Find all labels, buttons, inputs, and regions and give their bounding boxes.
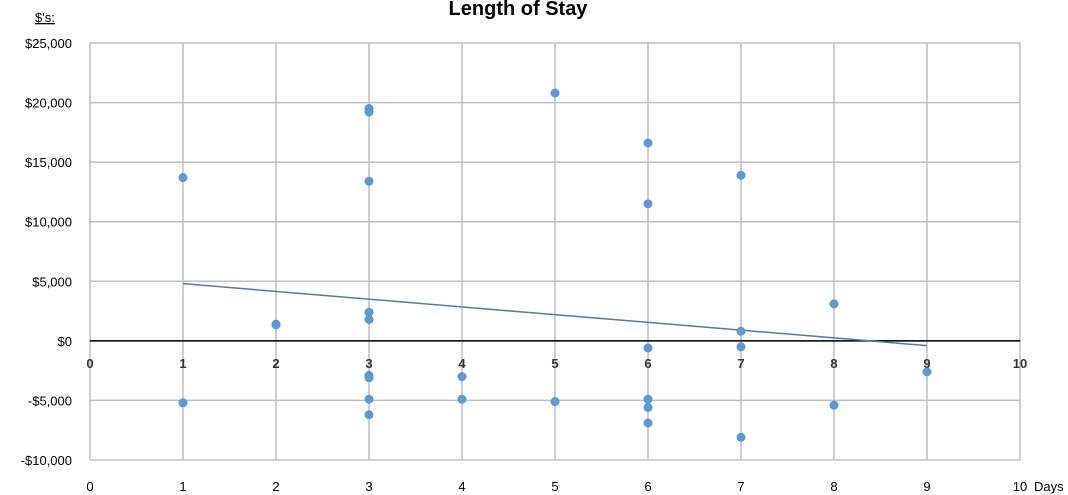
data-point (736, 432, 746, 442)
data-point (364, 176, 374, 186)
x-tick-label: 5 (551, 479, 558, 494)
y-tick-label: $10,000 (25, 215, 72, 230)
y-tick-label: -$5,000 (28, 393, 72, 408)
data-point (643, 394, 653, 404)
data-point (736, 342, 746, 352)
data-point (829, 299, 839, 309)
x-axis-mid-ticks: 0 1 2 3 4 5 6 7 8 9 10 (86, 356, 1027, 371)
data-point (457, 394, 467, 404)
data-point (271, 320, 281, 330)
data-point (364, 107, 374, 117)
data-point (550, 88, 560, 98)
data-point (364, 410, 374, 420)
data-point (643, 343, 653, 353)
y-tick-label: $15,000 (25, 155, 72, 170)
y-tick-label: $0 (58, 334, 72, 349)
data-points (178, 88, 932, 442)
x-mid-tick-label: 10 (1013, 356, 1027, 371)
y-axis-label: $'s: (35, 10, 55, 25)
data-point (178, 398, 188, 408)
x-mid-tick-label: 2 (272, 356, 279, 371)
x-mid-tick-label: 4 (458, 356, 466, 371)
x-tick-label: 0 (86, 479, 93, 494)
data-point (829, 400, 839, 410)
x-mid-tick-label: 7 (737, 356, 744, 371)
data-point (736, 326, 746, 336)
x-mid-tick-label: 3 (365, 356, 372, 371)
y-axis-ticks: $25,000 $20,000 $15,000 $10,000 $5,000 $0 -$5,… (21, 36, 72, 468)
x-tick-label: 3 (365, 479, 372, 494)
data-point (736, 170, 746, 180)
data-point (364, 314, 374, 324)
x-axis-ticks: 0 1 2 3 4 5 6 7 8 9 10 (86, 479, 1027, 494)
x-mid-tick-label: 5 (551, 356, 558, 371)
y-tick-label: $5,000 (32, 274, 72, 289)
x-mid-tick-label: 6 (644, 356, 651, 371)
x-tick-label: 10 (1013, 479, 1027, 494)
data-point (922, 367, 932, 377)
x-axis-label: Days (1034, 479, 1064, 494)
data-point (364, 373, 374, 383)
y-tick-label: $25,000 (25, 36, 72, 51)
x-tick-label: 8 (830, 479, 837, 494)
x-mid-tick-label: 1 (179, 356, 186, 371)
y-tick-label: -$10,000 (21, 453, 72, 468)
x-mid-tick-label: 9 (923, 356, 930, 371)
data-point (643, 418, 653, 428)
data-point (643, 138, 653, 148)
chart-title: Length of Stay (449, 0, 589, 20)
x-tick-label: 2 (272, 479, 279, 494)
data-point (643, 199, 653, 209)
y-tick-label: $20,000 (25, 96, 72, 111)
data-point (457, 372, 467, 382)
data-point (364, 394, 374, 404)
trendline (182, 282, 928, 347)
x-tick-label: 1 (179, 479, 186, 494)
data-point (550, 397, 560, 407)
data-point (178, 173, 188, 183)
data-point (643, 403, 653, 413)
x-mid-tick-label: 8 (830, 356, 837, 371)
x-tick-label: 6 (644, 479, 651, 494)
x-tick-label: 9 (923, 479, 930, 494)
x-tick-label: 4 (458, 479, 465, 494)
x-mid-tick-label: 0 (86, 356, 93, 371)
x-tick-label: 7 (737, 479, 744, 494)
